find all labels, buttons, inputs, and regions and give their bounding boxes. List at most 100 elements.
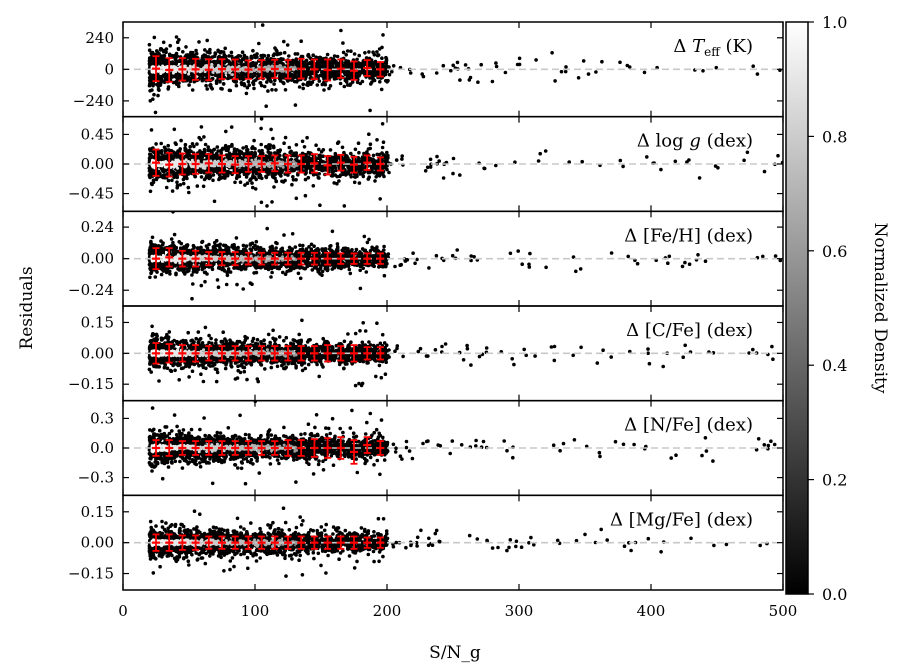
scatter-point: [320, 70, 324, 75]
scatter-point: [151, 57, 155, 61]
scatter-point: [618, 158, 623, 163]
scatter-point: [175, 151, 179, 155]
scatter-point: [278, 79, 283, 83]
errorbar: [270, 58, 279, 80]
scatter-point: [348, 71, 353, 75]
scatter-point: [265, 61, 270, 66]
scatter-point: [428, 157, 433, 162]
scatter-point: [239, 164, 243, 167]
errorbar: [165, 151, 174, 178]
scatter-point: [282, 50, 287, 55]
errorbar: [231, 58, 240, 81]
scatter-point: [148, 189, 153, 194]
scatter-point: [194, 48, 198, 53]
scatter-point: [332, 72, 337, 76]
scatter-point: [209, 85, 213, 90]
scatter-point: [261, 151, 265, 156]
scatter-point: [288, 150, 292, 155]
scatter-point: [186, 67, 190, 71]
scatter-point: [176, 46, 181, 51]
scatter-point: [269, 79, 273, 84]
scatter-point: [385, 150, 389, 155]
scatter-point: [776, 153, 780, 158]
scatter-point: [196, 159, 200, 163]
scatter-point: [163, 169, 168, 173]
errorbar: [257, 155, 266, 173]
scatter-point: [255, 52, 259, 56]
scatter-point: [212, 59, 216, 64]
errorbar: [363, 59, 372, 77]
scatter-point: [279, 61, 284, 65]
scatter-point: [230, 73, 234, 77]
scatter-point: [291, 178, 296, 182]
scatter-point: [294, 178, 298, 182]
scatter-point: [238, 54, 243, 58]
scatter-point: [189, 171, 193, 175]
scatter-point: [394, 158, 399, 162]
scatter-point: [315, 83, 320, 87]
errorbar: [350, 60, 358, 81]
scatter-point: [319, 159, 324, 163]
scatter-point: [204, 83, 208, 88]
scatter-point: [463, 63, 468, 67]
scatter-point: [225, 164, 229, 168]
scatter-point: [216, 149, 220, 153]
scatter-point: [317, 147, 321, 152]
scatter-point: [385, 69, 390, 74]
scatter-point: [229, 125, 234, 129]
scatter-point: [265, 74, 269, 78]
scatter-point: [245, 181, 250, 185]
scatter-point: [400, 157, 404, 161]
scatter-point: [333, 155, 338, 159]
scatter-point: [358, 81, 363, 86]
scatter-point: [282, 81, 286, 86]
scatter-point: [451, 63, 456, 68]
scatter-point: [199, 167, 203, 172]
scatter-point: [301, 86, 306, 91]
scatter-point: [260, 148, 264, 153]
scatter-point: [174, 51, 179, 56]
scatter-point: [222, 160, 226, 164]
errorbar: [191, 153, 200, 175]
scatter-point: [162, 80, 167, 84]
scatter-point: [576, 76, 581, 80]
scatter-point: [270, 200, 274, 204]
scatter-point: [216, 73, 220, 77]
scatter-point: [160, 164, 164, 168]
scatter-point: [697, 176, 702, 180]
scatter-point: [211, 173, 216, 177]
scatter-point: [375, 62, 380, 66]
scatter-point: [428, 165, 433, 169]
scatter-point: [269, 127, 273, 132]
scatter-point: [543, 149, 548, 153]
scatter-point: [211, 178, 215, 183]
scatter-point: [335, 181, 339, 186]
scatter-point: [227, 65, 231, 69]
scatter-point: [237, 149, 242, 153]
scatter-point: [279, 170, 283, 175]
scatter-point: [162, 73, 166, 78]
scatter-point: [211, 70, 215, 74]
scatter-point: [207, 51, 212, 55]
scatter-point: [325, 52, 330, 57]
scatter-point: [291, 159, 295, 163]
scatter-point: [265, 58, 270, 63]
scatter-point: [187, 83, 191, 87]
scatter-point: [387, 65, 391, 69]
scatter-point: [205, 87, 209, 91]
scatter-point: [367, 132, 371, 136]
y-tick-label: −240: [73, 92, 114, 110]
scatter-point: [513, 160, 517, 164]
scatter-point: [181, 181, 186, 186]
scatter-point: [287, 145, 292, 150]
scatter-point: [179, 138, 183, 143]
scatter-point: [184, 158, 188, 162]
scatter-point: [347, 267, 352, 272]
scatter-point: [166, 143, 170, 148]
scatter-point: [346, 83, 350, 87]
scatter-point: [174, 58, 178, 62]
scatter-point: [373, 59, 378, 64]
scatter-point: [268, 76, 272, 80]
scatter-point: [381, 172, 385, 177]
scatter-point: [451, 171, 455, 176]
